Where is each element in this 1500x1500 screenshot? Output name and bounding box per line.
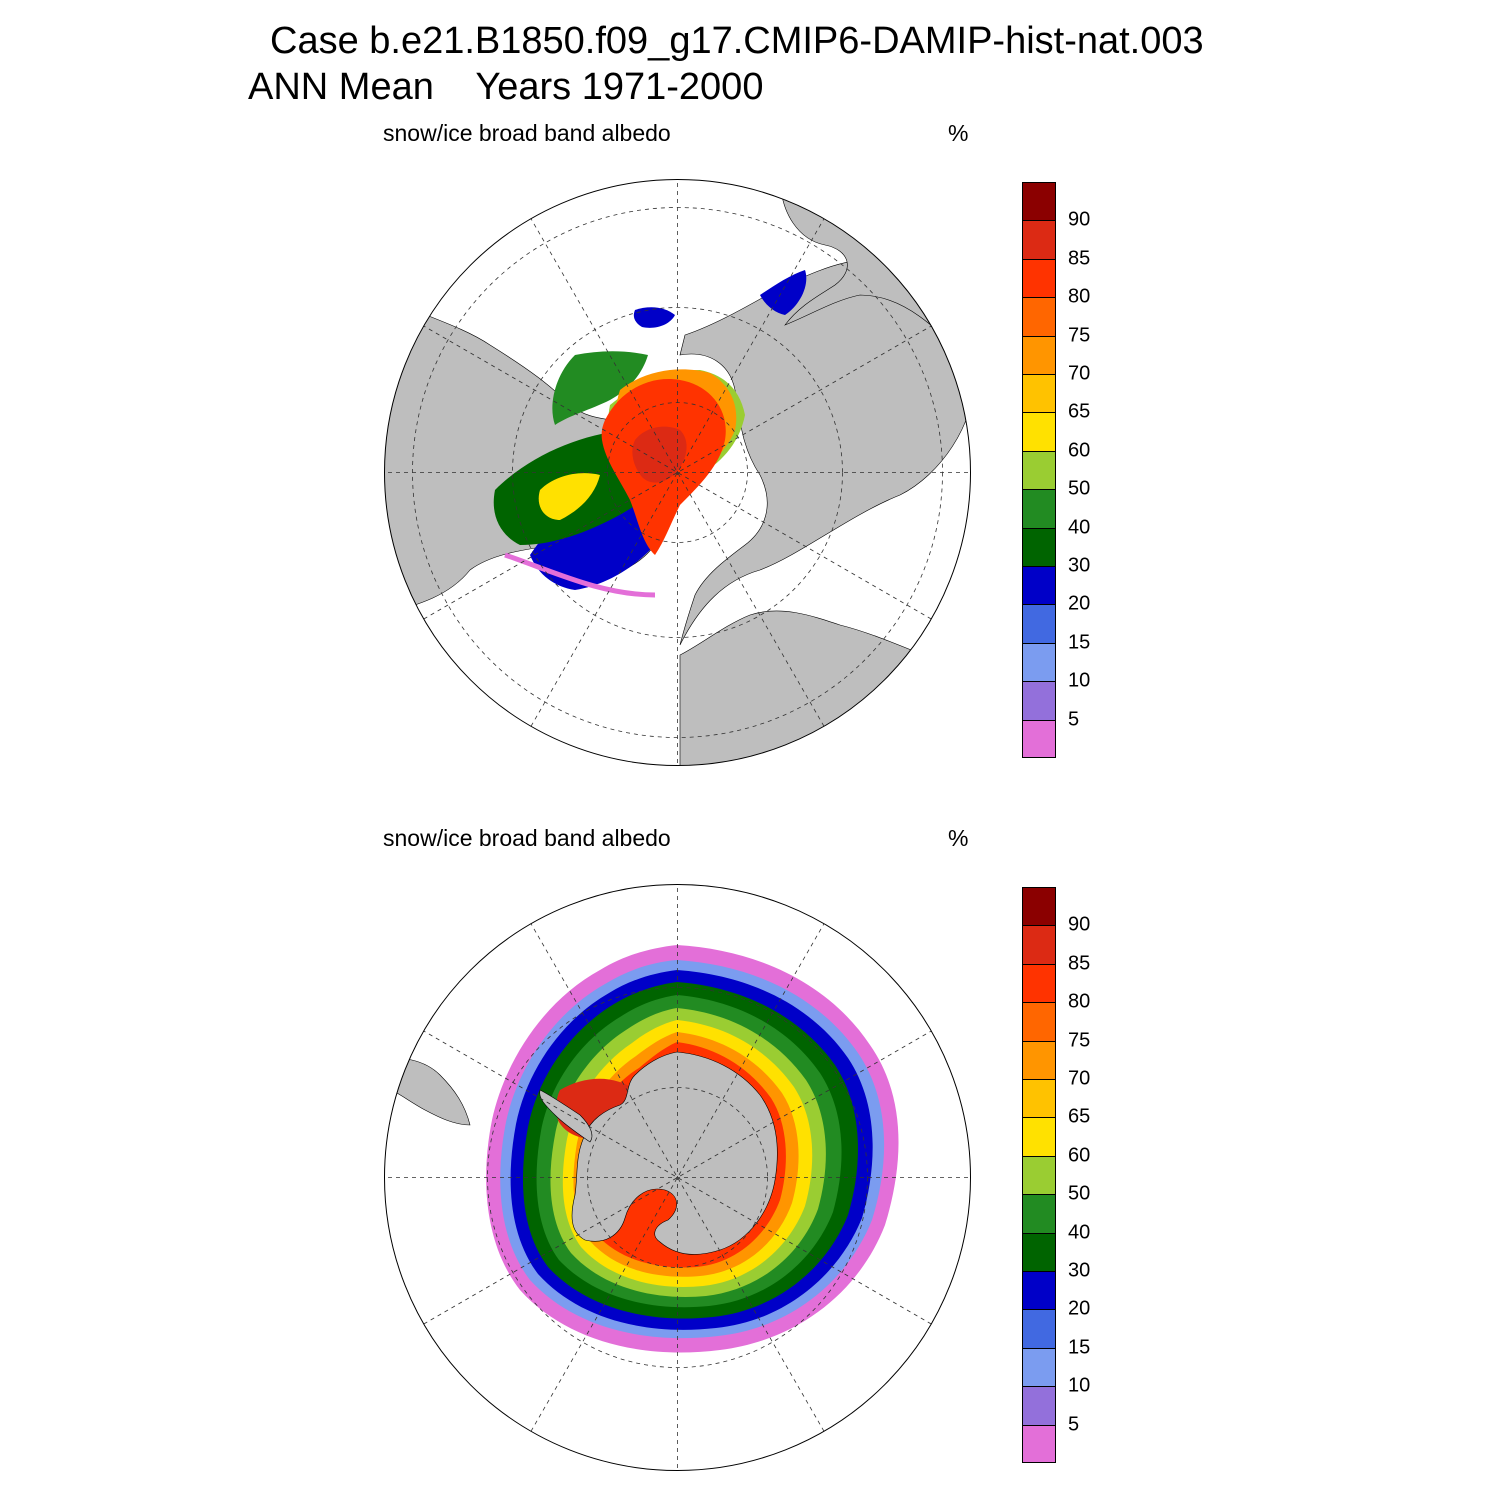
north-colorbar-tick-label: 65 [1068,400,1091,423]
south-colorbar-tick-label: 15 [1068,1336,1091,1359]
north-ice-band-85 [632,426,687,483]
south-colorbar-swatch [1022,1040,1056,1079]
north-colorbar-tick-label: 75 [1068,324,1091,347]
south-colorbar-tick-label: 70 [1068,1067,1091,1090]
north-colorbar: 90 85 80 75 70 65 60 50 40 30 20 15 10 5 [1020,182,1110,758]
north-colorbar-tick-label: 5 [1068,708,1080,731]
north-colorbar-swatch [1022,642,1056,682]
north-ice-band-10 [504,552,656,598]
north-colorbar-frame [1022,182,1056,758]
south-colorbar-swatch [1022,1271,1056,1310]
north-ice-band-65 [538,473,600,520]
north-colorbar-tick-label: 80 [1068,285,1091,308]
south-colorbar-tick-label: 90 [1068,913,1091,936]
south-colorbar-swatch [1022,925,1056,964]
north-colorbar-tick-label: 60 [1068,439,1091,462]
south-colorbar-swatch [1022,1117,1056,1156]
south-colorbar-swatch [1022,1155,1056,1195]
north-colorbar-swatch [1022,604,1056,643]
north-colorbar-swatch [1022,527,1056,566]
south-colorbar-tick-label: 30 [1068,1259,1091,1282]
south-colorbar-swatch [1022,1347,1056,1387]
south-colorbar-tick-label: 80 [1068,990,1091,1013]
north-colorbar-swatch [1022,297,1056,336]
south-panel-units-label: % [948,825,969,851]
north-colorbar-tick-label: 90 [1068,208,1091,231]
north-colorbar-swatch [1022,566,1056,605]
figure-title-period: ANN Mean Years 1971-2000 [248,66,764,108]
south-colorbar-tick-label: 40 [1068,1221,1091,1244]
north-colorbar-swatch [1022,412,1056,451]
north-colorbar-swatch [1022,450,1056,490]
south-colorbar-frame [1022,887,1056,1463]
north-colorbar-tick-label: 15 [1068,631,1091,654]
north-colorbar-tick-label: 40 [1068,516,1091,539]
south-colorbar-tick-label: 10 [1068,1374,1091,1397]
south-colorbar-tick-label: 65 [1068,1105,1091,1128]
north-colorbar-tick-label: 30 [1068,554,1091,577]
north-colorbar-tick-label: 10 [1068,669,1091,692]
south-colorbar-swatch [1022,1079,1056,1118]
north-panel-variable-label: snow/ice broad band albedo [383,120,671,146]
south-colorbar-swatch [1022,1232,1056,1271]
south-colorbar-swatch [1022,1309,1056,1348]
north-colorbar-tick-label: 85 [1068,247,1091,270]
south-colorbar-tick-label: 50 [1068,1182,1091,1205]
north-colorbar-swatch [1022,335,1056,374]
south-colorbar-tick-label: 20 [1068,1297,1091,1320]
south-colorbar-swatch [1022,963,1056,1003]
north-polar-map [384,179,971,766]
south-polar-map [384,884,971,1471]
north-colorbar-swatch [1022,489,1056,528]
north-panel-units-label: % [948,120,969,146]
north-colorbar-swatch [1022,719,1056,758]
north-colorbar-swatch [1022,258,1056,298]
north-ice-band-50 [552,351,648,425]
south-land-antarctica [571,1051,778,1255]
south-colorbar-swatch [1022,1424,1056,1463]
north-colorbar-tick-label: 70 [1068,362,1091,385]
south-colorbar-swatch [1022,1194,1056,1233]
north-colorbar-tick-label: 50 [1068,477,1091,500]
north-colorbar-swatch [1022,374,1056,413]
south-colorbar-swatch [1022,1386,1056,1425]
north-ice-band-okhotsk [633,307,675,328]
south-colorbar: 90 85 80 75 70 65 60 50 40 30 20 15 10 5 [1020,887,1110,1463]
south-colorbar-tick-label: 5 [1068,1413,1080,1436]
south-land-peninsula [539,1089,593,1143]
south-colorbar-swatch [1022,1002,1056,1041]
south-colorbar-tick-label: 75 [1068,1029,1091,1052]
south-colorbar-tick-label: 60 [1068,1144,1091,1167]
north-colorbar-swatch [1022,220,1056,259]
north-land-europe-south [679,610,971,766]
north-ice-band-bering [760,270,807,315]
south-panel-variable-label: snow/ice broad band albedo [383,825,671,851]
north-colorbar-swatch [1022,681,1056,720]
south-colorbar-tick-label: 85 [1068,952,1091,975]
figure-title-case: Case b.e21.B1850.f09_g17.CMIP6-DAMIP-his… [270,20,1204,62]
north-colorbar-tick-label: 20 [1068,592,1091,615]
